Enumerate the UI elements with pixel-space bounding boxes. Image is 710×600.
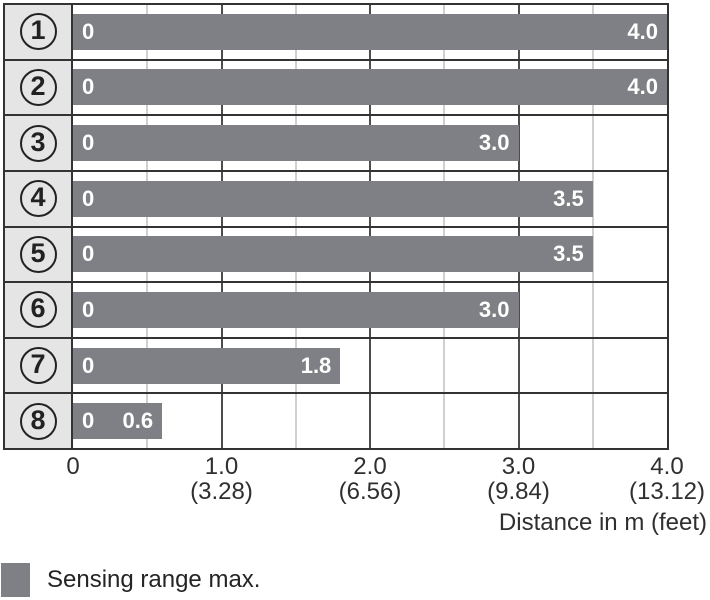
chart-row: 7 0 1.8 (5, 338, 667, 395)
x-tick-feet: (13.12) (628, 478, 706, 506)
chart-row: 4 0 3.5 (5, 171, 667, 228)
row-label-cell: 3 (5, 116, 73, 170)
chart-row: 8 0 0.6 (5, 394, 667, 448)
chart-row: 5 0 3.5 (5, 227, 667, 284)
chart-row: 1 0 4.0 (5, 5, 667, 61)
x-axis: 0 1.0 (3.28) 2.0 (6.56) 3.0 (9.84) 4.0 (13.12) (66, 453, 705, 512)
bar-value-label: 4.0 (627, 18, 658, 44)
bar-value-label: 3.5 (553, 241, 584, 267)
legend-swatch-icon (1, 563, 30, 597)
x-tick-meters: 3.0 (501, 453, 536, 480)
bar-start-label: 0 (82, 408, 95, 434)
x-tick-meters: 1.0 (204, 453, 239, 480)
bar-value-label: 3.0 (478, 130, 510, 156)
row-plot-area: 0 4.0 (73, 5, 667, 59)
row-label-cell: 7 (5, 338, 73, 393)
row-plot-area: 0 0.6 (73, 394, 667, 448)
circled-number-icon: 3 (19, 124, 57, 162)
bar-start-label: 0 (82, 18, 95, 44)
sensing-range-bar: 0 3.5 (73, 236, 593, 273)
circled-number-icon: 5 (19, 235, 57, 273)
x-tick: 2.0 (6.56) (338, 453, 402, 506)
x-tick-meters: 0 (66, 453, 80, 480)
circled-number-icon: 4 (19, 180, 57, 218)
bar-value-label: 3.0 (478, 296, 510, 322)
row-plot-area: 0 3.5 (73, 172, 667, 226)
x-tick-feet: (3.28) (190, 478, 253, 506)
sensing-range-bar: 0 3.5 (73, 180, 593, 217)
bar-value-label: 0.6 (122, 408, 154, 434)
row-label-cell: 6 (5, 283, 73, 337)
x-tick: 3.0 (9.84) (487, 453, 550, 506)
circled-number-icon: 2 (19, 68, 57, 106)
row-plot-area: 0 3.5 (73, 228, 667, 282)
x-tick: 4.0 (13.12) (628, 453, 706, 506)
row-label-cell: 4 (5, 171, 73, 226)
legend: Sensing range max. (1, 563, 260, 597)
row-label-cell: 8 (5, 394, 73, 448)
row-label-cell: 1 (5, 5, 73, 59)
bar-value-label: 1.8 (300, 352, 332, 378)
x-tick: 0 (66, 454, 79, 479)
bar-value-label: 3.5 (553, 185, 584, 211)
row-plot-area: 0 3.0 (73, 283, 667, 337)
bar-value-label: 4.0 (627, 74, 658, 100)
bar-start-label: 0 (82, 296, 95, 322)
sensing-range-bar: 0 0.6 (73, 403, 163, 440)
x-tick-meters: 2.0 (353, 453, 387, 480)
bar-start-label: 0 (82, 74, 95, 100)
row-plot-area: 0 1.8 (73, 339, 667, 393)
x-tick-feet: (9.84) (487, 478, 550, 506)
circled-number-icon: 6 (19, 291, 57, 329)
chart-row: 6 0 3.0 (5, 283, 667, 339)
sensing-range-bar: 0 4.0 (73, 13, 667, 50)
sensing-range-bar: 0 1.8 (73, 347, 341, 384)
x-tick-meters: 4.0 (650, 453, 684, 480)
chart-row: 2 0 4.0 (5, 60, 667, 117)
row-label-cell: 5 (5, 227, 73, 282)
sensing-range-bar: 0 3.0 (73, 125, 519, 162)
row-plot-area: 0 3.0 (73, 116, 667, 170)
chart-rows: 1 0 4.0 2 0 4.0 3 0 3.0 4 0 3.5 5 0 3.5 6 0 3.0 7 0 1.8 8 0 0.6 (5, 5, 667, 448)
circled-number-icon: 8 (19, 402, 57, 440)
sensing-range-bar: 0 4.0 (73, 69, 667, 106)
legend-label: Sensing range max. (47, 566, 261, 593)
sensing-range-bar: 0 3.0 (73, 291, 519, 328)
chart-row: 3 0 3.0 (5, 116, 667, 172)
bar-start-label: 0 (82, 130, 95, 156)
bar-start-label: 0 (82, 241, 95, 267)
x-tick-feet: (6.56) (338, 478, 402, 506)
circled-number-icon: 7 (19, 347, 57, 385)
x-tick: 1.0 (3.28) (190, 453, 253, 506)
bar-start-label: 0 (82, 352, 95, 378)
chart-frame: 1 0 4.0 2 0 4.0 3 0 3.0 4 0 3.5 5 0 3.5 6 0 3.0 7 0 1.8 8 0 0.6 (3, 3, 669, 450)
row-label-cell: 2 (5, 60, 73, 115)
x-axis-title: Distance in m (feet) (498, 509, 707, 536)
circled-number-icon: 1 (19, 13, 57, 51)
bar-start-label: 0 (82, 185, 95, 211)
row-plot-area: 0 4.0 (73, 61, 667, 115)
